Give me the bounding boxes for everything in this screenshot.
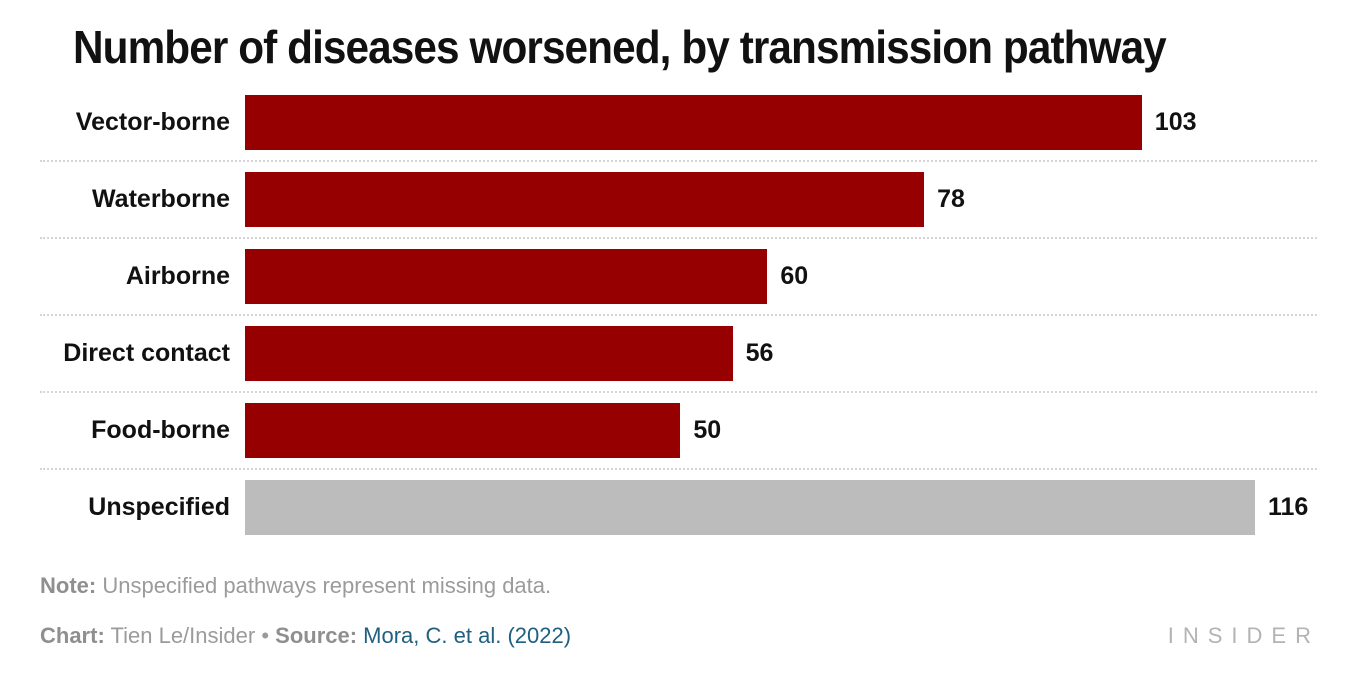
bar-row: Vector-borne 103: [40, 95, 1317, 172]
source-link[interactable]: Mora, C. et al. (2022): [363, 623, 572, 648]
source-label: Source:: [269, 623, 364, 648]
bar-track: 56: [245, 326, 1255, 381]
value-label: 50: [693, 416, 722, 444]
category-label: Unspecified: [88, 493, 230, 521]
chart-note: Note: Unspecified pathways represent mis…: [40, 573, 551, 599]
row-separator: [40, 237, 1317, 239]
insider-logo: INSIDER: [1167, 623, 1320, 648]
bar: [245, 480, 1255, 535]
bar: [245, 326, 733, 381]
chart-credit-text: Tien Le/Insider: [104, 623, 262, 648]
page-title: Number of diseases worsened, by transmis…: [73, 21, 1167, 73]
bar-row: Food-borne 50: [40, 403, 1317, 480]
bar-track: 116: [245, 480, 1308, 535]
bar-row: Airborne 60: [40, 249, 1317, 326]
category-label: Vector-borne: [75, 108, 230, 136]
bar: [245, 95, 1142, 150]
bullet-separator: •: [261, 623, 270, 648]
bar-row: Waterborne 78: [40, 172, 1317, 249]
bar-track: 78: [245, 172, 1255, 227]
bar-track: 60: [245, 249, 1255, 304]
bar-row: Unspecified 116: [40, 480, 1317, 535]
row-separator: [40, 160, 1317, 162]
chart-credit-label: Chart:: [40, 623, 105, 648]
bar: [245, 172, 925, 227]
category-label: Direct contact: [63, 339, 230, 367]
note-text: Unspecified pathways represent missing d…: [96, 573, 552, 598]
row-separator: [40, 391, 1317, 393]
bar: [245, 403, 681, 458]
note-label: Note:: [40, 573, 97, 598]
bar-row: Direct contact 56: [40, 326, 1317, 403]
row-separator: [40, 314, 1317, 316]
value-label: 116: [1268, 493, 1309, 521]
credit-line: Chart: Tien Le/Insider • Source: Mora, C…: [40, 623, 571, 649]
bar-chart: Vector-borne 103 Waterborne 78 Airborne …: [40, 95, 1317, 535]
category-label: Food-borne: [91, 416, 230, 444]
bar-track: 50: [245, 403, 1255, 458]
row-separator: [40, 468, 1317, 470]
value-label: 56: [745, 339, 774, 367]
value-label: 60: [780, 262, 809, 290]
category-label: Waterborne: [92, 185, 230, 213]
value-label: 78: [937, 185, 965, 213]
value-label: 103: [1154, 108, 1197, 136]
bar-track: 103: [245, 95, 1255, 150]
bar: [245, 249, 768, 304]
category-label: Airborne: [125, 262, 230, 290]
